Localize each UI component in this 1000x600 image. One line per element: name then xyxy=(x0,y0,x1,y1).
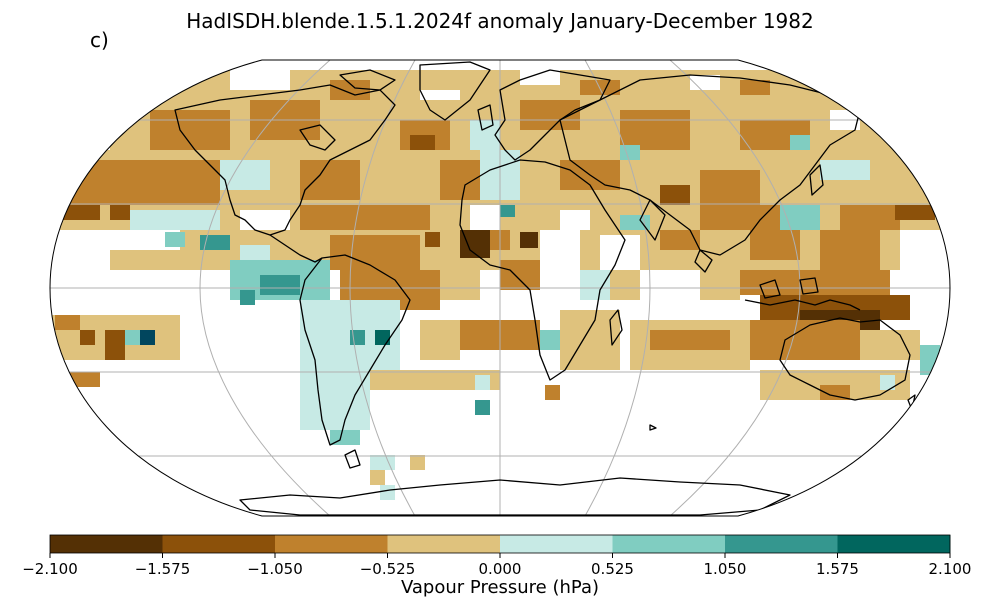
colorbar-tick-label: −1.575 xyxy=(135,560,191,578)
colorbar-tick-label: 1.575 xyxy=(816,560,859,578)
colorbar-tick-label: 0.525 xyxy=(591,560,634,578)
colorbar-swatch xyxy=(387,535,501,553)
colorbar-swatch xyxy=(275,535,388,553)
colorbar-swatch xyxy=(837,535,951,553)
colorbar-label: Vapour Pressure (hPa) xyxy=(400,577,600,598)
colorbar-swatches xyxy=(50,535,951,553)
colorbar-swatch xyxy=(50,535,163,553)
colorbar-tick-label: −1.050 xyxy=(247,560,303,578)
colorbar-tick-label: −2.100 xyxy=(22,560,78,578)
colorbar-swatch xyxy=(612,535,726,553)
colorbar-swatch xyxy=(725,535,838,553)
colorbar-tick-label: 1.050 xyxy=(704,560,747,578)
colorbar-tick-label: 0.000 xyxy=(479,560,522,578)
colorbar-tick-label: −0.525 xyxy=(360,560,416,578)
colorbar-swatch xyxy=(162,535,276,553)
map-title: HadISDH.blende.1.5.1.2024f anomaly Janua… xyxy=(186,9,814,33)
graticule xyxy=(50,60,950,516)
colorbar-ticks: −2.100 −1.575 −1.050 −0.525 0.000 0.525 1.050 1… xyxy=(22,553,971,578)
colorbar-tick-label: 2.100 xyxy=(929,560,972,578)
colorbar-swatch xyxy=(500,535,613,553)
robinson-map xyxy=(49,59,951,517)
map-boundary xyxy=(49,59,951,517)
panel-label: c) xyxy=(90,28,109,52)
